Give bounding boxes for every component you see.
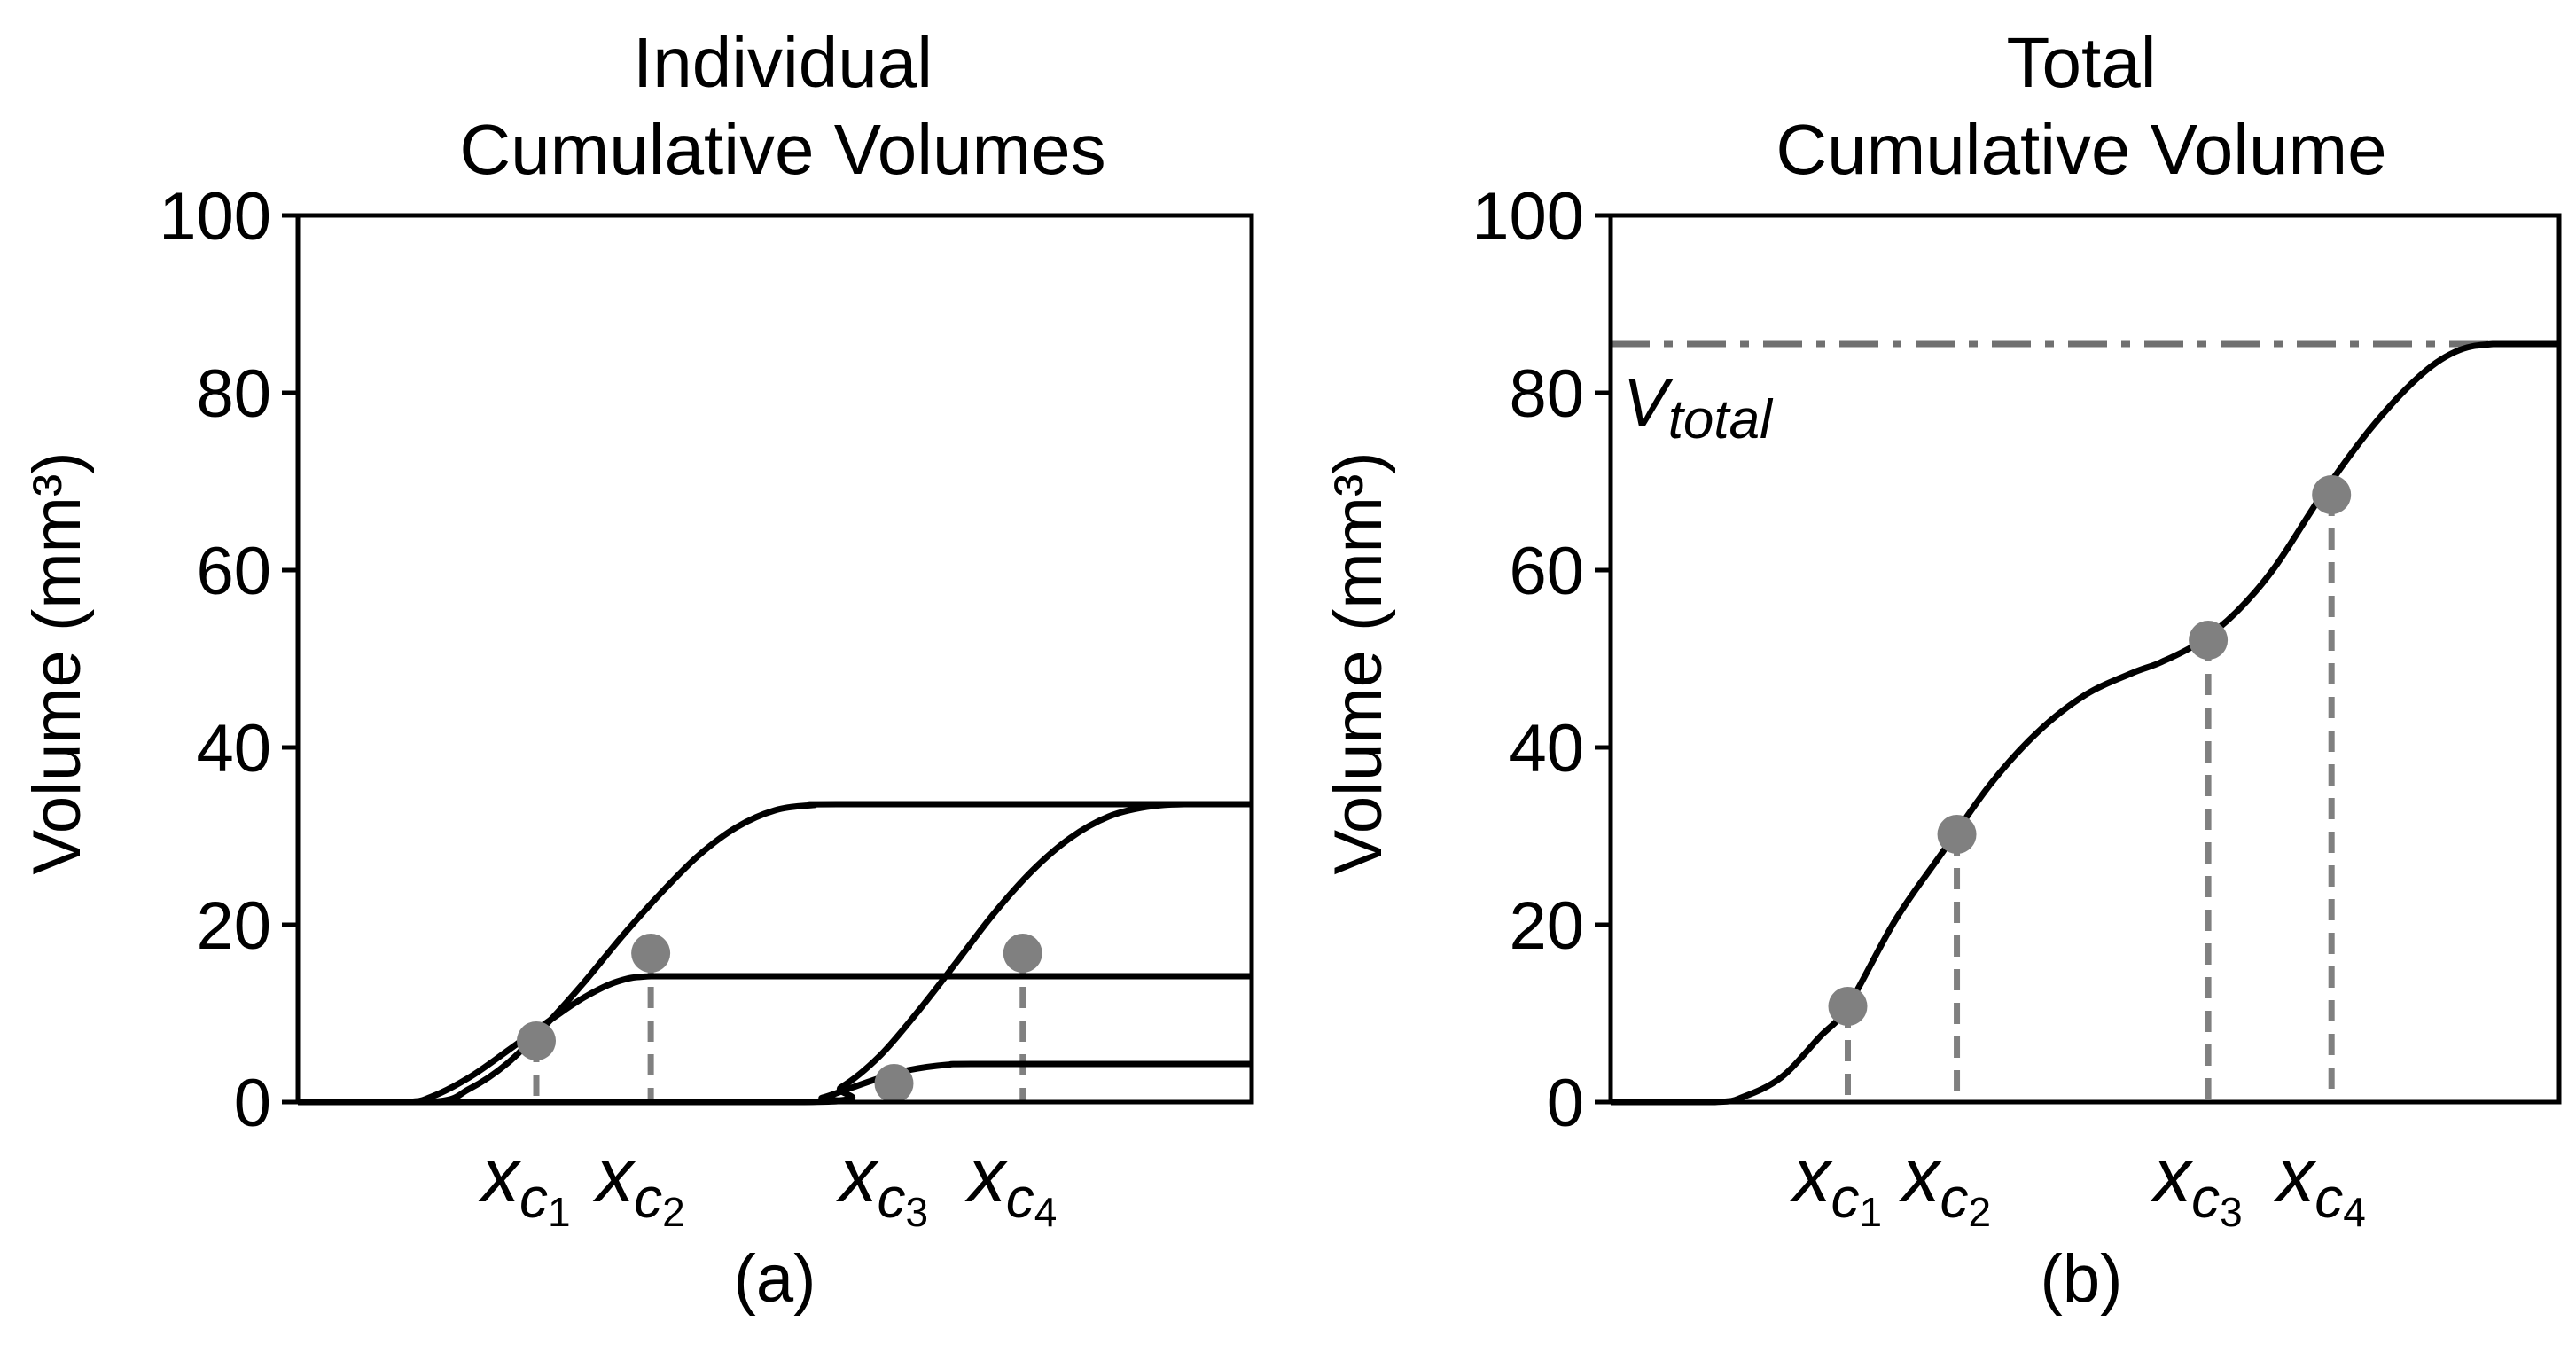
cumulative-curve (1610, 340, 2559, 1106)
critical-point-marker (2189, 621, 2229, 660)
critical-point-marker (874, 1064, 914, 1103)
x-marker-label: xc3 (2150, 1133, 2243, 1235)
v-total-label: Vtotal (1623, 365, 1774, 450)
critical-point-marker (1937, 815, 1977, 854)
y-tick-label: 40 (1509, 711, 1584, 786)
x-marker-label: xc1 (1790, 1133, 1883, 1235)
panel-a-title-line-1: Individual (633, 23, 933, 102)
panel-b-y-axis-label: Volume (mm³) (1321, 451, 1396, 874)
panel-a: Individual Cumulative Volumes Volume (mm… (20, 23, 1254, 1317)
x-marker-label: xc4 (2273, 1133, 2366, 1235)
x-marker-label: xc1 (478, 1133, 571, 1235)
x-marker-label: xc2 (592, 1133, 685, 1235)
x-marker-label: xc4 (964, 1133, 1058, 1235)
y-tick-label: 60 (1509, 534, 1584, 609)
panel-b-title-line-1: Total (2007, 23, 2157, 102)
y-tick-label: 20 (1509, 888, 1584, 964)
panel-b-markers (1828, 475, 2352, 1026)
panel-b: Total Cumulative Volume Volume (mm³) 0 20… (1321, 23, 2562, 1317)
critical-point-marker (517, 1021, 556, 1060)
panel-b-label: (b) (2041, 1241, 2123, 1317)
critical-point-marker (2312, 475, 2352, 514)
panel-b-x-marker-labels: xc1 xc2 xc3 xc4 (1790, 1133, 2366, 1235)
cumulative-curve (297, 801, 1252, 1106)
panel-b-y-ticks: 0 20 40 60 80 100 (1471, 179, 1611, 1141)
y-tick-label: 0 (1547, 1066, 1584, 1141)
y-tick-label: 80 (1509, 356, 1584, 432)
y-tick-label: 0 (234, 1066, 271, 1141)
panel-a-plot-frame (295, 213, 1254, 1105)
panel-a-x-marker-labels: xc1 xc2 xc3 xc4 (478, 1133, 1057, 1235)
y-tick-label: 80 (196, 356, 271, 432)
panel-a-curves (297, 801, 1252, 1106)
x-marker-label: xc2 (1899, 1133, 1992, 1235)
y-tick-label: 20 (196, 888, 271, 964)
panel-b-total-reference: Vtotal (1611, 340, 2559, 450)
y-tick-label: 100 (159, 179, 271, 254)
panel-a-y-axis-label: Volume (mm³) (20, 451, 95, 874)
cumulative-curve (297, 973, 1252, 1106)
y-tick-label: 40 (196, 711, 271, 786)
y-tick-label: 60 (196, 534, 271, 609)
critical-point-marker (631, 934, 671, 973)
x-marker-label: xc3 (836, 1133, 929, 1235)
y-tick-label: 100 (1471, 179, 1584, 254)
panel-a-label: (a) (734, 1241, 816, 1317)
cumulative-curve (297, 1060, 1252, 1106)
cumulative-curve (297, 801, 1252, 1106)
panel-a-y-ticks: 0 20 40 60 80 100 (159, 179, 298, 1141)
panel-a-title-line-2: Cumulative Volumes (459, 110, 1105, 189)
critical-point-marker (1828, 987, 1868, 1026)
panel-b-plot-frame (1608, 213, 2562, 1105)
critical-point-marker (1003, 934, 1042, 973)
panel-b-title-line-2: Cumulative Volume (1776, 110, 2386, 189)
panel-a-markers (517, 934, 1042, 1103)
panel-b-curves (1610, 340, 2559, 1106)
